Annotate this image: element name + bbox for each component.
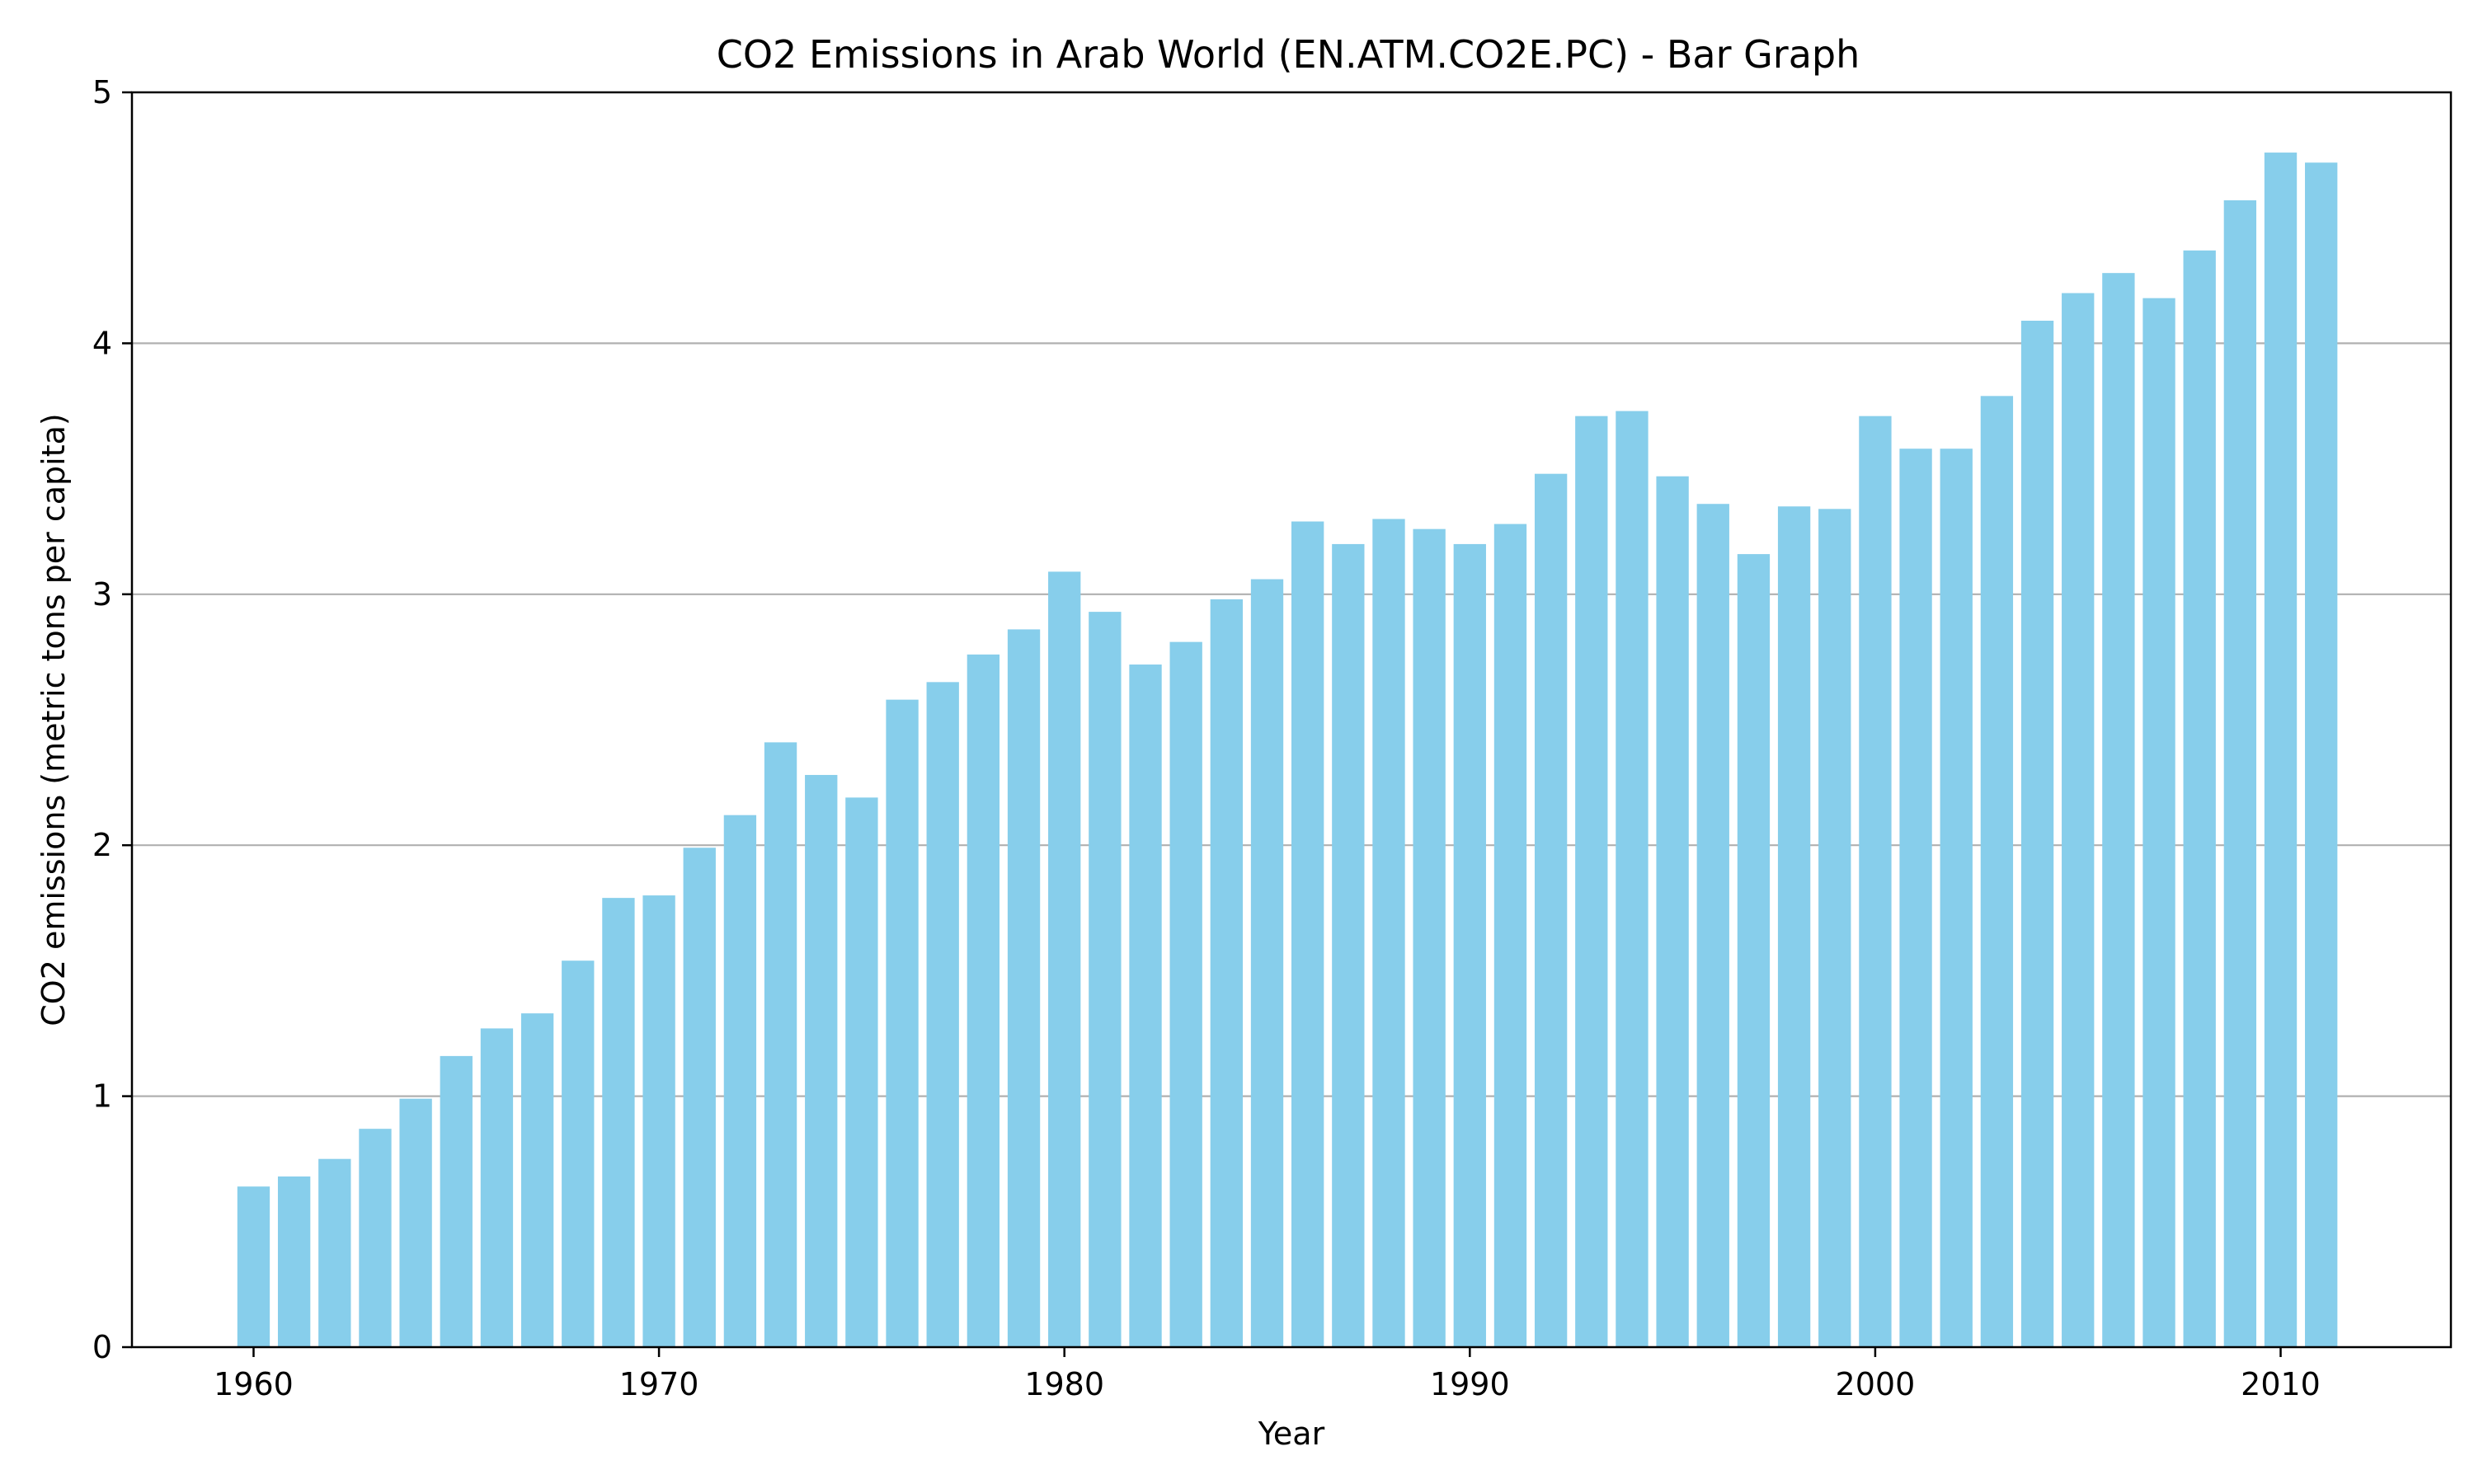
bar-1993 xyxy=(1575,416,1608,1347)
bar-1988 xyxy=(1372,519,1405,1347)
bar-2007 xyxy=(2142,298,2175,1347)
bar-1979 xyxy=(1007,629,1041,1347)
bar-1986 xyxy=(1291,521,1324,1347)
x-tick-label-1970: 1970 xyxy=(619,1366,699,1402)
bar-1976 xyxy=(886,699,919,1347)
y-tick-label-1: 1 xyxy=(92,1078,112,1115)
x-tick-label-1990: 1990 xyxy=(1430,1366,1510,1402)
bar-1973 xyxy=(764,742,797,1347)
bar-1994 xyxy=(1616,411,1649,1347)
x-tick-label-2010: 2010 xyxy=(2241,1366,2321,1402)
bar-1963 xyxy=(359,1129,392,1347)
bar-1969 xyxy=(602,898,635,1347)
y-tick-label-4: 4 xyxy=(92,325,112,361)
bar-1974 xyxy=(805,774,838,1347)
bar-1998 xyxy=(1777,506,1811,1347)
bar-1965 xyxy=(440,1055,473,1347)
bar-1985 xyxy=(1250,579,1284,1347)
y-axis-ticks: 0 1 2 3 4 5 xyxy=(92,74,132,1365)
x-tick-label-1980: 1980 xyxy=(1024,1366,1104,1402)
bar-1980 xyxy=(1048,571,1081,1347)
bar-1970 xyxy=(642,895,675,1347)
chart-title: CO2 Emissions in Arab World (EN.ATM.CO2E… xyxy=(717,32,1860,77)
bar-2001 xyxy=(1899,448,1932,1347)
bar-1984 xyxy=(1210,599,1244,1347)
x-tick-label-1960: 1960 xyxy=(214,1366,294,1402)
bar-2000 xyxy=(1859,416,1892,1347)
plot-frame xyxy=(130,91,2453,1349)
bar-1972 xyxy=(723,815,757,1347)
bar-1981 xyxy=(1089,612,1122,1347)
bar-2002 xyxy=(1940,448,1973,1347)
bar-1964 xyxy=(399,1098,432,1347)
bar-2005 xyxy=(2062,293,2095,1347)
bar-2009 xyxy=(2223,200,2257,1348)
bar-1999 xyxy=(1818,509,1851,1347)
bar-2011 xyxy=(2305,162,2338,1348)
bar-2003 xyxy=(1980,396,2014,1348)
x-axis-label: Year xyxy=(1258,1416,1325,1452)
bar-1971 xyxy=(683,848,716,1347)
bar-1997 xyxy=(1737,554,1771,1347)
bar-1989 xyxy=(1413,528,1446,1347)
y-axis-label: CO2 emissions (metric tons per capita) xyxy=(35,413,72,1026)
bar-1991 xyxy=(1493,524,1527,1347)
x-axis-ticks: 1960 1970 1980 1990 2000 2010 xyxy=(214,1347,2321,1402)
bar-2010 xyxy=(2264,153,2298,1347)
bar-1962 xyxy=(318,1158,351,1347)
x-tick-label-2000: 2000 xyxy=(1836,1366,1916,1402)
bar-1995 xyxy=(1656,476,1689,1348)
bar-1966 xyxy=(480,1028,514,1347)
bar-1992 xyxy=(1534,473,1568,1347)
bar-1961 xyxy=(277,1176,311,1347)
bar-1967 xyxy=(520,1013,554,1347)
y-tick-label-5: 5 xyxy=(92,74,112,110)
y-tick-label-2: 2 xyxy=(92,827,112,863)
bar-1968 xyxy=(562,960,595,1347)
bar-1982 xyxy=(1129,665,1162,1347)
y-tick-label-0: 0 xyxy=(92,1329,112,1365)
bar-1990 xyxy=(1453,543,1486,1347)
bar-2006 xyxy=(2102,273,2135,1348)
bar-1975 xyxy=(845,797,878,1347)
bar-2008 xyxy=(2183,250,2216,1348)
bars xyxy=(237,153,2338,1348)
bar-2004 xyxy=(2020,321,2054,1347)
y-tick-label-3: 3 xyxy=(92,576,112,613)
bar-1960 xyxy=(237,1186,270,1347)
bar-1996 xyxy=(1696,504,1729,1347)
bar-1983 xyxy=(1169,641,1202,1347)
bar-1978 xyxy=(967,654,1000,1347)
bar-1977 xyxy=(926,682,959,1347)
bar-1987 xyxy=(1332,543,1365,1347)
